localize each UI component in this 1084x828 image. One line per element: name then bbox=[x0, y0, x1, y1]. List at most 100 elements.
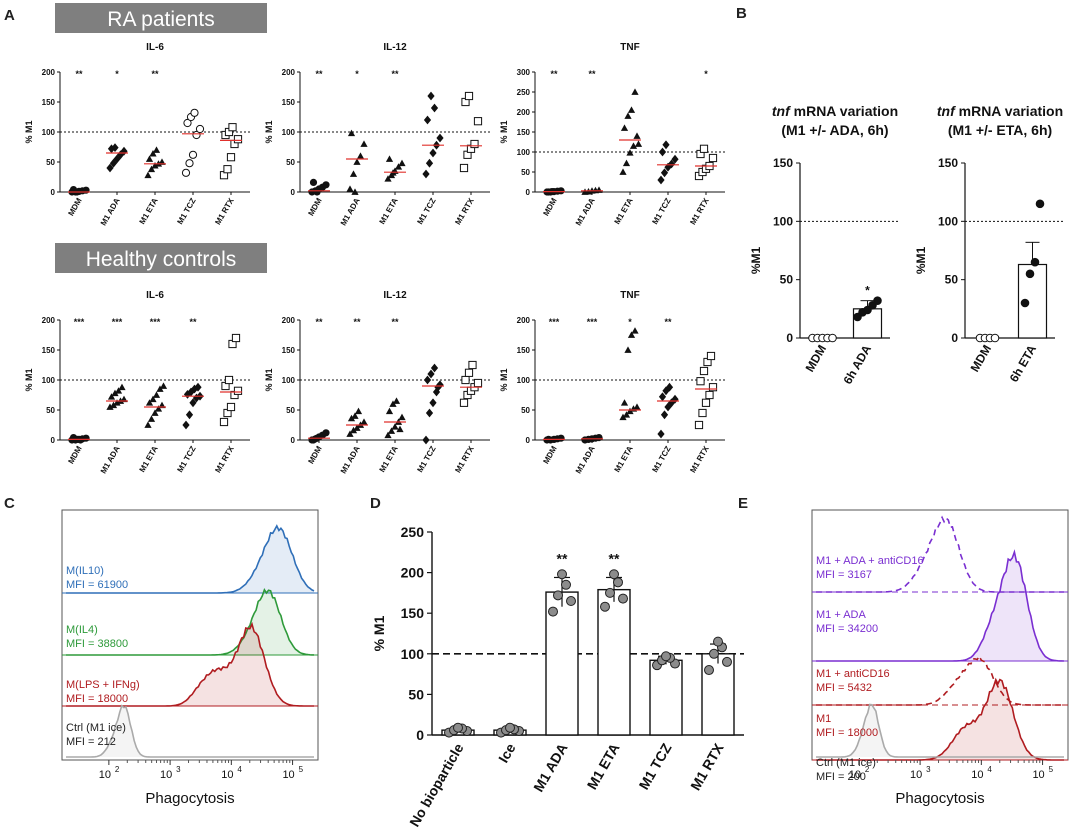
data-point bbox=[147, 165, 156, 173]
panel-letter-e: E bbox=[738, 495, 748, 512]
data-point bbox=[144, 421, 152, 428]
data-point bbox=[633, 403, 641, 410]
chart-title: IL-12 bbox=[383, 290, 407, 301]
data-point bbox=[609, 569, 619, 580]
data-point bbox=[427, 91, 435, 101]
data-point bbox=[385, 407, 394, 415]
significance-label: ** bbox=[189, 317, 197, 327]
data-point bbox=[385, 155, 394, 162]
y-tick-label: 300 bbox=[517, 68, 531, 77]
data-point bbox=[595, 434, 603, 442]
data-point bbox=[662, 140, 670, 150]
significance-label: *** bbox=[74, 317, 85, 327]
y-tick-label: 100 bbox=[42, 376, 56, 385]
y-tick-label: 50 bbox=[521, 168, 530, 177]
significance-label: * bbox=[115, 69, 119, 79]
data-point bbox=[620, 124, 629, 131]
data-point bbox=[464, 91, 474, 101]
data-point bbox=[349, 170, 358, 177]
legend-line1: Ctrl (M1 ice) bbox=[66, 722, 126, 734]
x-tick-label: M1 ADA bbox=[339, 196, 362, 227]
data-point bbox=[708, 383, 718, 392]
legend-line1: M1 + ADA bbox=[816, 609, 866, 621]
y-axis-label: %M1 bbox=[914, 247, 928, 275]
legend-line1: Ctrl (M1 ice) bbox=[816, 757, 876, 769]
data-point bbox=[228, 123, 237, 132]
x-tick-label: 10 bbox=[1032, 769, 1044, 781]
bar bbox=[649, 659, 683, 736]
x-tick-label: MDM bbox=[66, 196, 84, 217]
panel-letter-c: C bbox=[4, 495, 15, 512]
legend-line2: MFI = 3167 bbox=[816, 569, 872, 581]
y-tick-label: 100 bbox=[282, 128, 296, 137]
data-point bbox=[425, 408, 434, 418]
data-point bbox=[873, 296, 882, 305]
legend-line2: MFI = 5432 bbox=[816, 682, 872, 694]
bar-chart-d_phago: 0 50 100 150 200 250 % M1 No bioparticle Ice ** M1… bbox=[371, 524, 744, 828]
plot-frame bbox=[811, 509, 1069, 761]
banner-hc: Healthy controls bbox=[86, 248, 237, 271]
x-tick-label: M1 ADA bbox=[99, 444, 122, 475]
x-tick-label: No bioparticle bbox=[406, 740, 467, 828]
data-point bbox=[626, 149, 634, 156]
y-tick-label: 50 bbox=[286, 406, 295, 415]
legend-line2: MFI = 38800 bbox=[66, 638, 128, 650]
histogram-fill bbox=[816, 679, 1064, 760]
x-tick-label: 10 bbox=[971, 769, 983, 781]
data-point bbox=[618, 593, 628, 604]
data-point bbox=[192, 393, 201, 403]
data-point bbox=[427, 369, 435, 379]
y-tick-label: 200 bbox=[42, 68, 56, 77]
data-point bbox=[149, 150, 157, 157]
data-point bbox=[120, 146, 128, 156]
y-axis-label: % M1 bbox=[264, 120, 274, 143]
data-point bbox=[156, 385, 164, 392]
x-tick-exponent: 2 bbox=[865, 765, 870, 774]
x-tick-exponent: 5 bbox=[1049, 765, 1054, 774]
data-point bbox=[613, 577, 623, 588]
x-tick-label: MDM bbox=[306, 444, 324, 465]
data-point bbox=[118, 383, 126, 391]
y-tick-label: 100 bbox=[938, 214, 958, 228]
significance-label: *** bbox=[549, 317, 560, 327]
x-tick-label: MDM bbox=[541, 196, 559, 217]
data-point bbox=[701, 398, 711, 407]
data-point bbox=[188, 150, 198, 159]
data-point bbox=[384, 431, 392, 439]
histogram-fill bbox=[816, 704, 1064, 757]
flow-histogram-e_flow: M1 + ADA + antiCD16 MFI = 3167 M1 + ADA MFI… bbox=[811, 509, 1069, 807]
data-point bbox=[705, 390, 714, 400]
y-tick-label: 50 bbox=[46, 406, 55, 415]
x-tick-label: 6h ADA bbox=[841, 342, 875, 386]
data-point bbox=[430, 103, 439, 113]
data-point bbox=[107, 144, 116, 154]
histogram-curve bbox=[816, 703, 1064, 758]
data-point bbox=[557, 569, 567, 580]
data-point bbox=[351, 412, 359, 419]
data-point bbox=[384, 175, 392, 182]
y-tick-label: 100 bbox=[517, 148, 531, 157]
data-point bbox=[187, 387, 195, 397]
data-point bbox=[422, 435, 430, 445]
data-point bbox=[622, 159, 631, 167]
x-tick-label: MDM bbox=[968, 343, 994, 375]
chart-subtitle: (M1 +/- ETA, 6h) bbox=[948, 122, 1052, 138]
y-tick-label: 150 bbox=[401, 605, 425, 621]
y-tick-label: 50 bbox=[46, 158, 55, 167]
data-point bbox=[190, 384, 199, 394]
chart-title: tnf mRNA variation bbox=[772, 103, 898, 119]
x-tick-label: 10 bbox=[221, 769, 233, 781]
data-point bbox=[453, 722, 463, 733]
y-tick-label: 100 bbox=[773, 214, 793, 228]
data-point bbox=[159, 382, 168, 389]
y-tick-label: 150 bbox=[517, 128, 531, 137]
y-tick-label: 100 bbox=[401, 646, 425, 662]
data-point bbox=[634, 140, 643, 147]
data-point bbox=[182, 420, 190, 430]
data-point bbox=[1030, 257, 1040, 267]
x-tick-exponent: 4 bbox=[237, 765, 242, 774]
x-tick-label: MDM bbox=[541, 444, 559, 465]
data-point bbox=[709, 648, 719, 659]
data-point bbox=[561, 579, 571, 590]
data-point bbox=[391, 423, 399, 430]
